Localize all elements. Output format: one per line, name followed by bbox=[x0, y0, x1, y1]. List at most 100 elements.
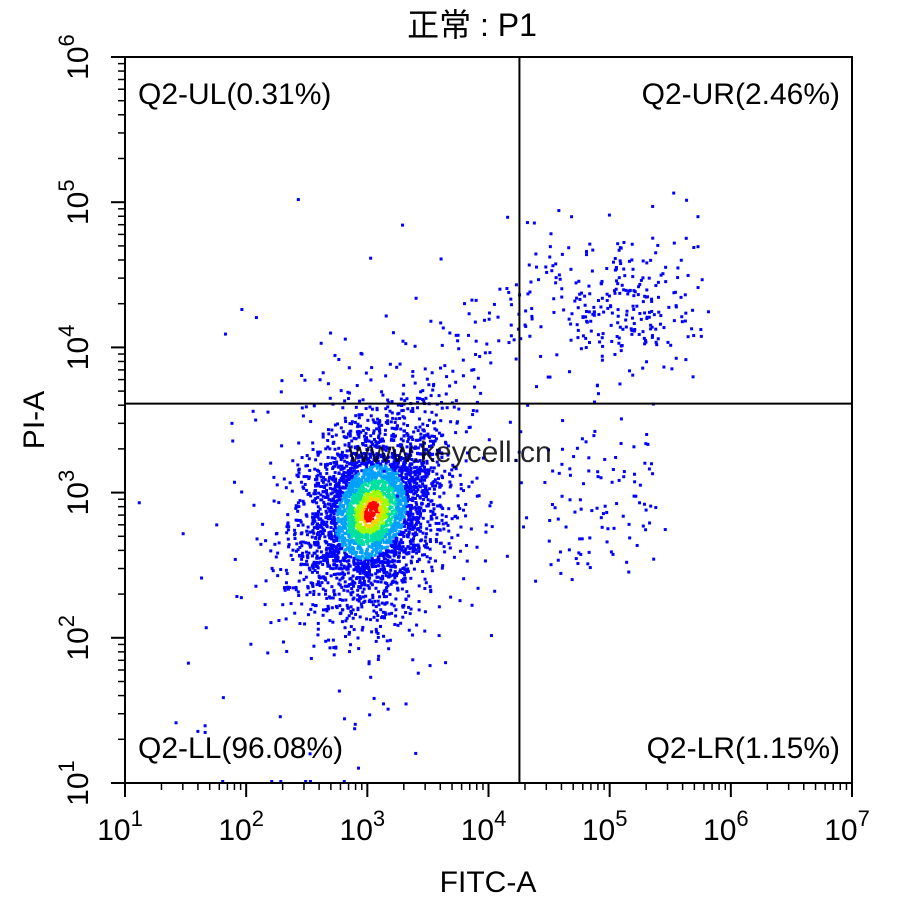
event-dot bbox=[335, 495, 339, 499]
event-dot bbox=[380, 545, 384, 549]
event-dot bbox=[413, 344, 417, 348]
event-dot bbox=[405, 504, 409, 508]
event-dot bbox=[370, 545, 374, 549]
event-dot bbox=[430, 444, 434, 448]
event-dot bbox=[410, 450, 414, 454]
event-dot bbox=[372, 497, 376, 501]
event-dot bbox=[411, 407, 415, 411]
event-dot bbox=[616, 282, 620, 286]
event-dot bbox=[381, 393, 385, 397]
event-dot bbox=[371, 471, 375, 475]
event-dot bbox=[386, 419, 390, 423]
event-dot bbox=[355, 529, 359, 533]
event-dot bbox=[319, 550, 323, 554]
event-dot bbox=[323, 576, 327, 580]
event-dot bbox=[373, 533, 377, 537]
event-dot bbox=[345, 500, 349, 504]
event-dot bbox=[405, 456, 409, 460]
event-dot bbox=[466, 451, 470, 455]
event-dot bbox=[295, 542, 299, 546]
event-dot bbox=[357, 488, 361, 492]
event-dot bbox=[347, 495, 351, 499]
event-dot bbox=[439, 541, 443, 545]
event-dot bbox=[414, 543, 418, 547]
event-dot bbox=[351, 486, 355, 490]
event-dot bbox=[529, 280, 533, 284]
event-dot bbox=[373, 599, 377, 603]
event-dot bbox=[391, 416, 395, 420]
event-dot bbox=[343, 515, 347, 519]
event-dot bbox=[580, 437, 584, 441]
event-dot bbox=[404, 528, 408, 532]
event-dot bbox=[330, 508, 334, 512]
event-dot bbox=[617, 248, 621, 252]
event-dot bbox=[353, 722, 357, 726]
event-dot bbox=[436, 528, 440, 532]
event-dot bbox=[400, 548, 404, 552]
event-dot bbox=[614, 455, 618, 459]
event-dot bbox=[399, 427, 403, 431]
event-dot bbox=[409, 561, 413, 565]
event-dot bbox=[408, 464, 412, 468]
event-dot bbox=[357, 472, 361, 476]
event-dot bbox=[428, 585, 432, 589]
event-dot bbox=[371, 523, 375, 527]
event-dot bbox=[298, 571, 302, 575]
event-dot bbox=[620, 283, 624, 287]
event-dot bbox=[391, 432, 395, 436]
event-dot bbox=[419, 539, 423, 543]
event-dot bbox=[377, 530, 381, 534]
event-dot bbox=[449, 483, 453, 487]
event-dot bbox=[404, 597, 408, 601]
event-dot bbox=[362, 541, 366, 545]
event-dot bbox=[575, 446, 579, 450]
event-dot bbox=[417, 549, 421, 553]
event-dot bbox=[395, 532, 399, 536]
event-dot bbox=[382, 571, 386, 575]
event-dot bbox=[393, 488, 397, 492]
event-dot bbox=[629, 327, 633, 331]
event-dot bbox=[340, 509, 344, 513]
event-dot bbox=[316, 621, 320, 625]
event-dot bbox=[307, 477, 311, 481]
event-dot bbox=[290, 489, 294, 493]
event-dot bbox=[650, 297, 654, 301]
event-dot bbox=[326, 439, 330, 443]
event-dot bbox=[410, 435, 414, 439]
event-dot bbox=[382, 554, 386, 558]
event-dot bbox=[448, 331, 452, 335]
event-dot bbox=[385, 515, 389, 519]
event-dot bbox=[624, 325, 628, 329]
event-dot bbox=[339, 426, 343, 430]
event-dot bbox=[616, 308, 620, 312]
event-dot bbox=[396, 462, 400, 466]
event-dot bbox=[416, 459, 420, 463]
event-dot bbox=[376, 575, 380, 579]
event-dot bbox=[672, 241, 676, 245]
event-dot bbox=[339, 611, 343, 615]
event-dot bbox=[381, 538, 385, 542]
event-dot bbox=[342, 435, 346, 439]
event-dot bbox=[396, 444, 400, 448]
event-dot bbox=[305, 529, 309, 533]
event-dot bbox=[369, 488, 373, 492]
event-dot bbox=[392, 493, 396, 497]
event-dot bbox=[450, 517, 454, 521]
event-dot bbox=[616, 242, 620, 246]
event-dot bbox=[644, 528, 648, 532]
event-dot bbox=[335, 531, 339, 535]
event-dot bbox=[402, 603, 406, 607]
event-dot bbox=[331, 478, 335, 482]
event-dot bbox=[315, 564, 319, 568]
event-dot bbox=[368, 519, 372, 523]
event-dot bbox=[423, 410, 427, 414]
event-dot bbox=[414, 459, 418, 463]
event-dot bbox=[355, 480, 359, 484]
event-dot bbox=[630, 258, 634, 262]
event-dot bbox=[355, 430, 359, 434]
event-dot bbox=[632, 472, 636, 476]
event-dot bbox=[326, 455, 330, 459]
event-dot bbox=[348, 462, 352, 466]
event-dot bbox=[294, 588, 298, 592]
event-dot bbox=[337, 358, 341, 362]
